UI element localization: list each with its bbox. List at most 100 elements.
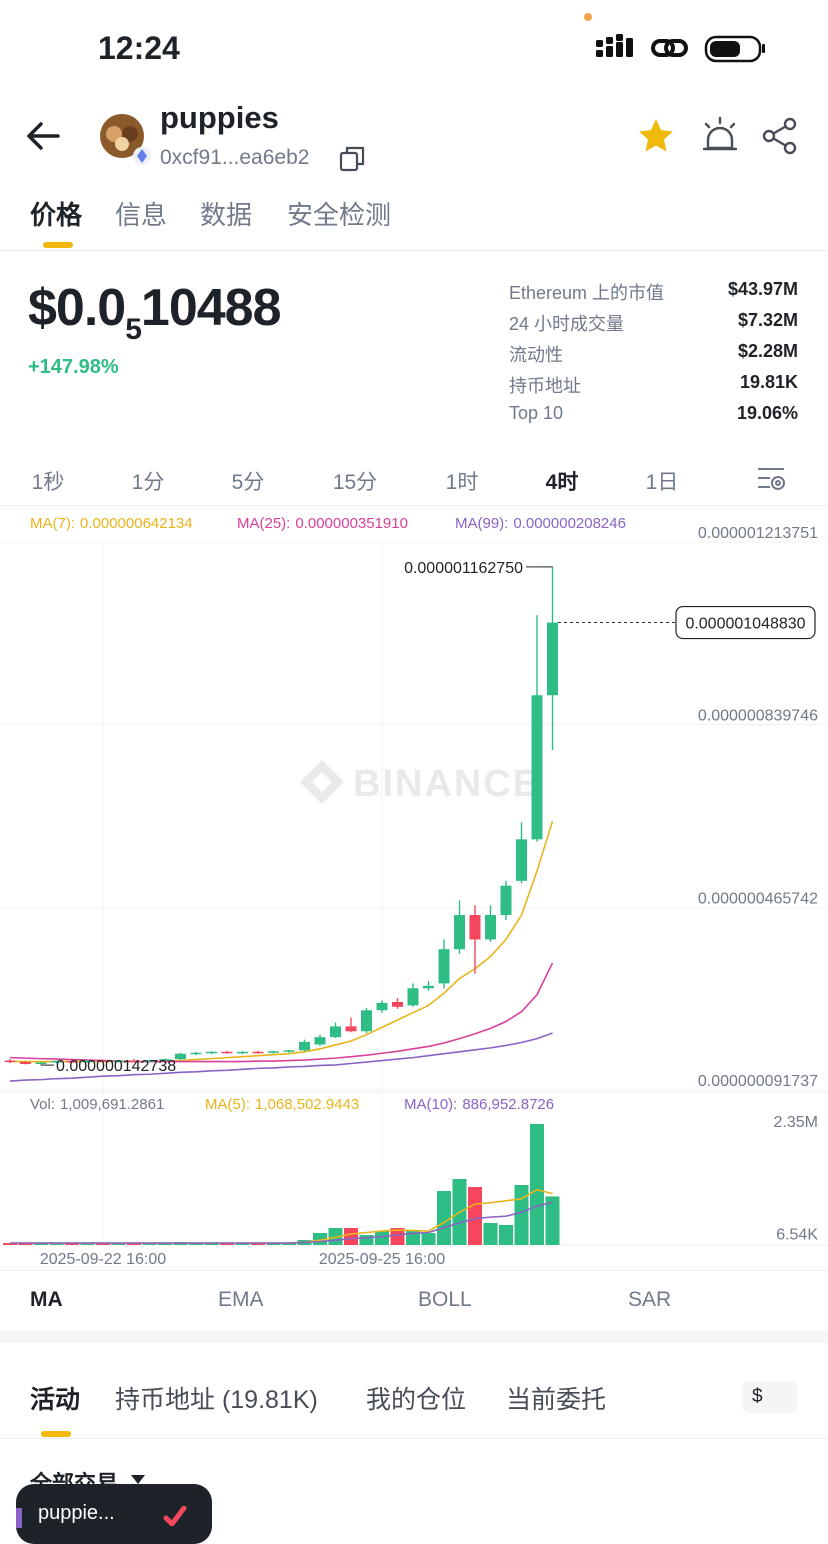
y-tick-label: 0.000000839746 <box>698 708 818 725</box>
volume-bar <box>235 1243 250 1245</box>
current-price-label: 0.000001048830 <box>685 616 805 633</box>
stat-label: Top 10 <box>509 403 564 423</box>
ma-line <box>9 962 554 1063</box>
interval-tab[interactable]: 1秒 <box>31 471 65 494</box>
indicator-tab[interactable]: BOLL <box>418 1288 472 1311</box>
volume-bar <box>49 1244 64 1245</box>
legend-name: MA(99): <box>455 515 508 532</box>
high-label: 0.000001162750 <box>404 560 523 577</box>
bottom-tab[interactable]: 活动 <box>30 1386 81 1414</box>
favorite-button[interactable] <box>636 116 676 156</box>
watermark: BINANCE <box>353 763 540 805</box>
legend-name: MA(5): <box>205 1096 250 1113</box>
tab[interactable]: 信息 <box>115 200 168 230</box>
x-tick-label: 2025-09-22 16:00 <box>40 1251 166 1268</box>
bottom-tab[interactable]: 我的仓位 <box>366 1386 467 1414</box>
legend-value: 0.000000351910 <box>295 515 408 532</box>
price-digits: 10488 <box>140 279 282 337</box>
toast-icon <box>163 1506 187 1526</box>
tab[interactable]: 安全检测 <box>287 200 392 230</box>
stat-value: 19.81K <box>739 372 798 392</box>
volume-bar <box>468 1187 482 1245</box>
currency-toggle[interactable]: $ <box>742 1381 798 1413</box>
watermark-logo <box>300 760 344 804</box>
back-button[interactable] <box>24 118 64 154</box>
volume-bar <box>96 1243 110 1245</box>
volume-bar <box>3 1243 17 1245</box>
candle-body <box>4 1060 16 1063</box>
candle-body <box>314 1037 326 1045</box>
price: $0.0510488 <box>28 278 282 346</box>
indicator-tab[interactable]: EMA <box>218 1288 264 1311</box>
candle-body <box>97 1060 109 1063</box>
candle-body <box>438 949 450 984</box>
candle-body <box>423 985 434 989</box>
y-tick-label: 0.000000091737 <box>698 1073 818 1090</box>
legend-name: MA(25): <box>237 515 290 532</box>
volume-bar <box>65 1243 79 1245</box>
divider <box>0 505 828 506</box>
volume-tick-label: 6.54K <box>776 1227 818 1244</box>
bottom-tab[interactable]: 持币地址 (19.81K) <box>115 1386 318 1414</box>
copy-button[interactable] <box>338 144 368 174</box>
stat-label: 持币地址 <box>509 376 581 396</box>
toast[interactable]: puppie... <box>16 1484 212 1544</box>
stat-label: Ethereum 上的市值 <box>509 283 665 303</box>
status-time: 12:24 <box>98 30 180 66</box>
volume-bar <box>142 1244 157 1245</box>
volume-bar <box>390 1227 405 1245</box>
chart-settings[interactable] <box>756 464 788 494</box>
divider <box>0 250 828 251</box>
volume-bar <box>80 1244 95 1245</box>
candle-body <box>175 1053 186 1060</box>
bottom-tab[interactable]: 当前委托 <box>506 1386 607 1414</box>
indicator-tab[interactable]: SAR <box>628 1288 672 1311</box>
volume-bar <box>437 1191 451 1245</box>
candle-body <box>190 1052 202 1055</box>
status-icons <box>584 13 765 63</box>
candle-body <box>407 988 419 1006</box>
toast-accent <box>16 1508 22 1528</box>
legend-value: 1,009,691.2861 <box>60 1096 164 1113</box>
legend-value: 0.000000642134 <box>80 515 193 532</box>
candle-body <box>144 1060 155 1062</box>
current-price-box <box>675 605 816 640</box>
stat-label: 流动性 <box>509 345 563 365</box>
stat-value: $43.97M <box>727 279 798 299</box>
toast-text: puppie... <box>38 1502 115 1524</box>
dropdown-arrow <box>131 1475 145 1484</box>
candle-body <box>206 1051 217 1054</box>
stat-value: $7.32M <box>737 310 798 330</box>
tab-indicator <box>41 1431 71 1437</box>
alert-button[interactable] <box>700 116 740 156</box>
interval-tab[interactable]: 5分 <box>231 471 265 494</box>
ma-line <box>10 820 554 1063</box>
indicator-tab[interactable]: MA <box>30 1288 63 1311</box>
tab[interactable]: 数据 <box>200 200 253 230</box>
y-tick-label: 0.000000465742 <box>698 890 818 907</box>
legend-name: MA(10): <box>404 1096 457 1113</box>
volume-bar <box>251 1243 265 1245</box>
legend-name: MA(7): <box>30 515 75 532</box>
candle-body <box>531 695 543 840</box>
candle-body <box>500 885 512 916</box>
interval-tab[interactable]: 1分 <box>131 471 165 494</box>
volume-ma-line <box>10 1201 553 1244</box>
candle-body <box>516 839 527 881</box>
volume-bar <box>204 1243 219 1245</box>
candle-body <box>221 1051 233 1054</box>
volume-bar <box>545 1196 560 1245</box>
divider <box>0 1270 828 1271</box>
price-prefix: $0.0 <box>28 279 126 337</box>
candle-body <box>345 1026 357 1032</box>
share-button[interactable] <box>760 116 800 156</box>
interval-tab[interactable]: 1时 <box>445 471 479 494</box>
interval-tab[interactable]: 4时 <box>545 471 579 494</box>
legend-value: 1,068,502.9443 <box>255 1096 359 1113</box>
legend-value: 886,952.8726 <box>462 1096 554 1113</box>
tab[interactable]: 价格 <box>30 200 83 230</box>
interval-tab[interactable]: 15分 <box>332 471 378 494</box>
interval-tab[interactable]: 1日 <box>645 471 679 494</box>
